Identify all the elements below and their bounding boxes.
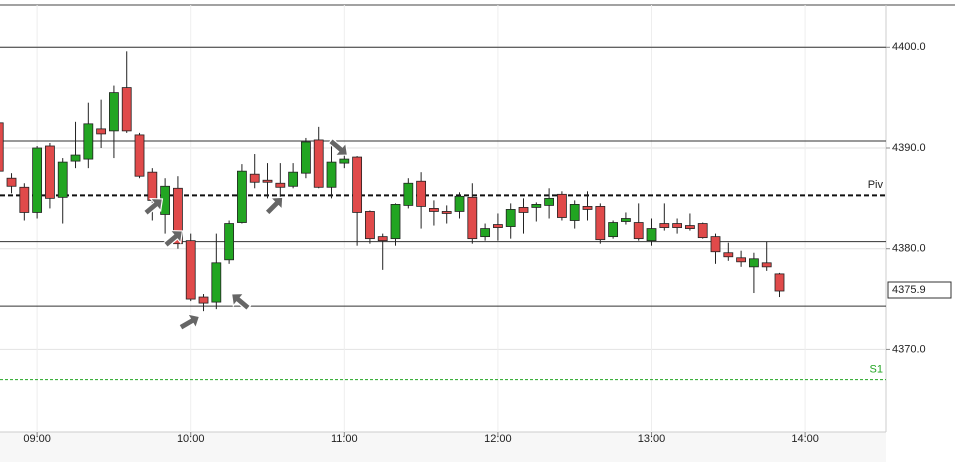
arrow (162, 229, 184, 249)
y-tick-label: 4400.0 (892, 41, 926, 53)
candle-body (761, 262, 772, 268)
candle-body (211, 262, 222, 303)
x-axis-area (0, 432, 886, 462)
candle-body (198, 296, 209, 304)
candle-body (262, 179, 273, 183)
candle-body (493, 224, 503, 228)
candle-body (505, 209, 516, 227)
candle-body (121, 87, 132, 132)
axes: 4370.0 4380.0 4390.0 4400.0 09:00 10:00 11:00 1… (23, 41, 952, 445)
last-price-label: 4375.9 (892, 284, 926, 296)
candle-body (147, 171, 158, 201)
candle-body (249, 173, 260, 183)
candle-body (390, 204, 401, 240)
candle-body (185, 240, 196, 300)
x-tick-label: 12:00 (484, 433, 512, 445)
candle-body (109, 92, 119, 132)
candle-body (621, 218, 631, 222)
candle-body (569, 204, 580, 221)
candle-body (134, 134, 145, 177)
candle-body (19, 186, 30, 213)
candle-body (275, 182, 286, 188)
plot-area (0, 5, 886, 432)
last-price-box (887, 281, 952, 299)
x-tick-label: 14:00 (791, 433, 819, 445)
y-tick-label: 4370.0 (892, 343, 926, 355)
x-tick-label: 09:00 (23, 433, 51, 445)
arrow (327, 137, 349, 157)
support-label: S1 (870, 364, 883, 376)
candle-body (301, 141, 311, 174)
candle-body (646, 228, 657, 242)
candle-body (6, 177, 17, 187)
arrow (178, 313, 201, 331)
candle-body (659, 223, 670, 228)
candle-body (736, 257, 747, 263)
candle-body (710, 236, 721, 253)
candle-body (237, 170, 247, 223)
candle-body (377, 236, 388, 242)
candle-body (57, 161, 68, 198)
arrow (142, 197, 164, 217)
candle-body (288, 171, 299, 187)
candle-body (403, 182, 414, 206)
candle-body (313, 139, 324, 188)
candle-body (697, 223, 708, 239)
arrows (142, 137, 349, 331)
candle-body (749, 258, 759, 268)
candle-body (32, 147, 43, 213)
candle-body (365, 211, 375, 240)
candle-body (83, 123, 94, 160)
candle-body (339, 158, 350, 164)
candle-body (416, 180, 427, 207)
arrow (264, 196, 284, 216)
candle-body (352, 156, 363, 213)
candle-body (173, 187, 183, 245)
y-tick-label: 4380.0 (892, 243, 926, 255)
candle-body (595, 206, 606, 241)
x-tick-label: 11:00 (331, 433, 358, 445)
x-tick-label: 13:00 (638, 433, 666, 445)
candle-body (467, 196, 478, 240)
candle-body (480, 228, 491, 238)
x-tick-label: 10:00 (177, 433, 205, 445)
candle-body (608, 222, 619, 238)
candle-body (518, 207, 529, 213)
candle-body (685, 225, 695, 229)
candle-body (531, 204, 542, 208)
candle-body (454, 195, 465, 212)
candle-body (544, 197, 555, 206)
candle-body (429, 208, 439, 212)
candle-body (582, 206, 593, 210)
candle-body (0, 122, 4, 172)
arrow (230, 292, 252, 312)
candle-body (723, 252, 734, 258)
candle-body (672, 223, 683, 228)
pivot-label: Piv (868, 179, 884, 191)
candle-body (96, 128, 107, 135)
candle-body (774, 273, 785, 292)
candle-body (633, 222, 644, 240)
candle-body (557, 193, 567, 218)
candle-body (326, 161, 337, 188)
candle-body (441, 211, 452, 214)
candle-body (45, 145, 55, 199)
candle-body (224, 223, 235, 261)
candle-body (70, 154, 81, 162)
y-tick-label: 4390.0 (892, 142, 926, 154)
